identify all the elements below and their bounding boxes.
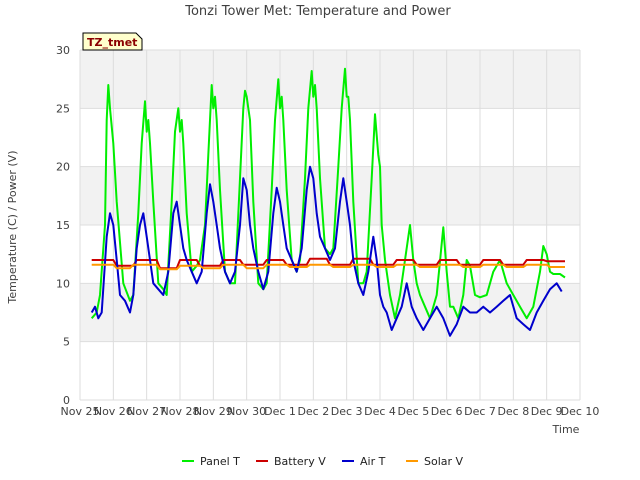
x-tick-label: Nov 25 <box>61 405 100 418</box>
x-axis-label: Time <box>552 423 580 436</box>
plot-band <box>80 341 580 400</box>
legend-label: Air T <box>360 455 386 468</box>
y-tick-label: 15 <box>56 219 70 232</box>
series-line-battery-v <box>91 257 565 270</box>
x-tick-label: Dec 5 <box>397 405 429 418</box>
x-tick-label: Dec 3 <box>331 405 363 418</box>
plot-bands <box>80 50 580 400</box>
x-tick-label: Nov 27 <box>127 405 166 418</box>
series-line-panel-t <box>90 67 566 320</box>
x-tick-label: Dec 1 <box>264 405 296 418</box>
gridlines <box>79 49 581 401</box>
plot-band <box>80 283 580 342</box>
series-lines <box>90 67 566 337</box>
x-tick-label: Dec 8 <box>497 405 529 418</box>
y-tick-label: 30 <box>56 44 70 57</box>
x-tick-label: Nov 28 <box>161 405 200 418</box>
y-tick-label: 5 <box>63 336 70 349</box>
series-line-air-t <box>90 165 563 337</box>
y-tick-label: 25 <box>56 102 70 115</box>
legend-item: Panel T <box>182 455 240 468</box>
y-tick-label: 0 <box>63 394 70 407</box>
x-tick-label: Dec 6 <box>431 405 463 418</box>
plot-band <box>80 166 580 225</box>
site-tag-label: TZ_tmet <box>87 36 137 49</box>
x-tick-label: Dec 4 <box>364 405 396 418</box>
y-tick-label: 20 <box>56 161 70 174</box>
y-tick-label: 10 <box>56 277 70 290</box>
legend-item: Battery V <box>256 455 326 468</box>
legend-item: Air T <box>342 455 386 468</box>
x-tick-label: Nov 29 <box>194 405 233 418</box>
legend-item: Solar V <box>406 455 464 468</box>
x-tick-label: Dec 7 <box>464 405 496 418</box>
legend-label: Battery V <box>274 455 326 468</box>
series-line-solar-v <box>91 263 565 271</box>
y-tick-labels: 0 5 10 15 20 25 30 <box>56 44 70 407</box>
x-tick-label: Nov 26 <box>94 405 133 418</box>
site-tag: TZ_tmet <box>82 32 143 51</box>
site-tag-box <box>82 32 143 51</box>
y-axis-label: Temperature (C) / Power (V) <box>6 150 19 304</box>
plot-band <box>80 50 580 109</box>
legend-label: Solar V <box>424 455 464 468</box>
legend: Panel T Battery V Air T Solar V <box>182 455 464 468</box>
x-tick-label: Dec 2 <box>297 405 329 418</box>
legend-label: Panel T <box>200 455 240 468</box>
x-tick-label: Nov 30 <box>227 405 266 418</box>
plot-band <box>80 108 580 167</box>
x-tick-label: Dec 10 <box>561 405 600 418</box>
x-tick-label: Dec 9 <box>531 405 563 418</box>
chart-title: Tonzi Tower Met: Temperature and Power <box>184 4 451 19</box>
